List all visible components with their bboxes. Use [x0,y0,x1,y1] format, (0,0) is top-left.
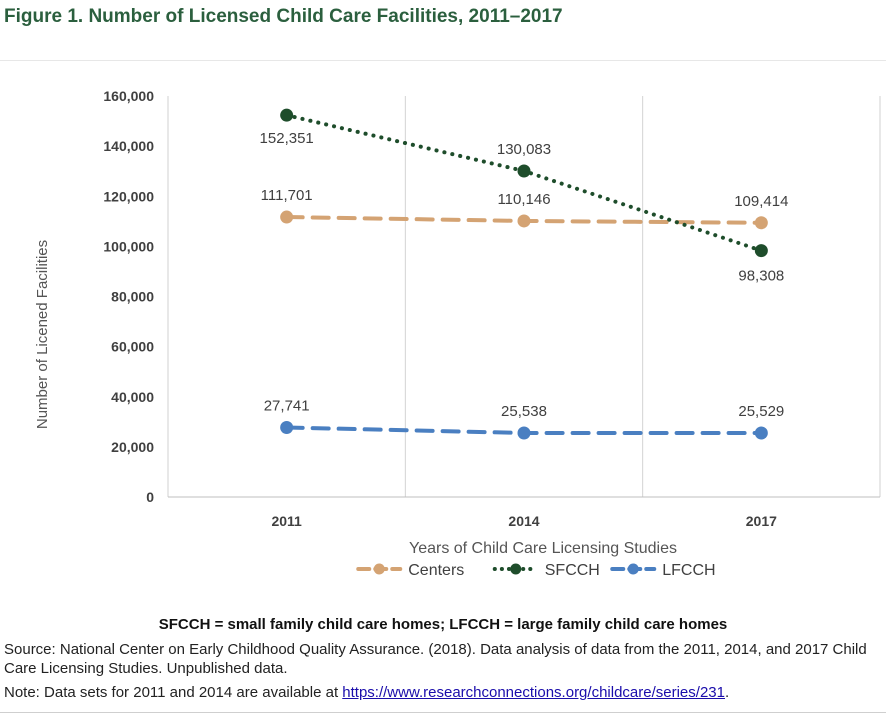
legend-marker-lfcch [627,563,639,575]
data-label-lfcch: 25,529 [738,403,784,420]
legend-marker-sfcch [510,563,522,575]
y-tick-label: 20,000 [111,439,154,455]
y-tick-label: 80,000 [111,289,154,305]
data-point-lfcch [754,426,768,440]
y-tick-label: 140,000 [103,138,154,154]
data-label-centers: 111,701 [261,187,313,204]
abbreviations-note: SFCCH = small family child care homes; L… [158,616,728,633]
data-point-sfcch [517,164,531,178]
data-point-centers [517,214,531,228]
data-point-centers [280,210,294,224]
x-tick-label-2011: 2011 [271,513,302,529]
source-note: Source: National Center on Early Childho… [4,641,867,677]
x-tick-label-2017: 2017 [746,513,777,529]
data-label-sfcch: 152,351 [260,130,314,147]
y-tick-label: 100,000 [103,238,154,254]
page-title: Figure 1. Number of Licensed Child Care … [4,6,563,27]
y-tick-label: 160,000 [103,88,154,104]
chart-frame: 0 20,000 40,000 60,000 80,000 100,000 120,000 1… [0,60,886,611]
x-axis-title: Years of Child Care Licensing Studies [409,540,677,557]
y-tick-label: 40,000 [111,389,154,405]
legend-label-sfcch: SFCCH [545,562,600,579]
data-point-sfcch [754,244,768,258]
legend-label-lfcch: LFCCH [662,562,715,579]
data-label-lfcch: 27,741 [264,397,310,414]
y-axis-title: Number of Licened Facilities [34,240,51,429]
y-tick-label: 120,000 [103,188,154,204]
data-point-lfcch [517,426,531,440]
data-label-sfcch: 130,083 [497,141,551,158]
bottom-divider [0,712,886,713]
y-tick-label: 0 [146,489,154,505]
data-point-centers [754,216,768,230]
line-chart: 0 20,000 40,000 60,000 80,000 100,000 120,000 1… [34,88,881,579]
dataset-link[interactable]: https://www.researchconnections.org/chil… [342,684,725,701]
availability-note: Note: Data sets for 2011 and 2014 are av… [4,684,880,701]
series-line-sfcch [284,113,764,253]
data-label-lfcch: 25,538 [501,403,547,420]
legend-label-centers: Centers [408,562,464,579]
data-label-sfcch: 98,308 [738,268,784,285]
data-label-centers: 109,414 [734,193,788,210]
data-point-sfcch [280,108,294,122]
data-label-centers: 110,146 [497,191,550,208]
availability-note-text: Note: Data sets for 2011 and 2014 are av… [4,684,343,701]
y-tick-label: 60,000 [111,339,154,355]
data-point-lfcch [280,420,294,434]
x-tick-label-2014: 2014 [508,513,539,529]
availability-note-end: . [724,684,730,701]
legend-marker-centers [373,563,385,575]
